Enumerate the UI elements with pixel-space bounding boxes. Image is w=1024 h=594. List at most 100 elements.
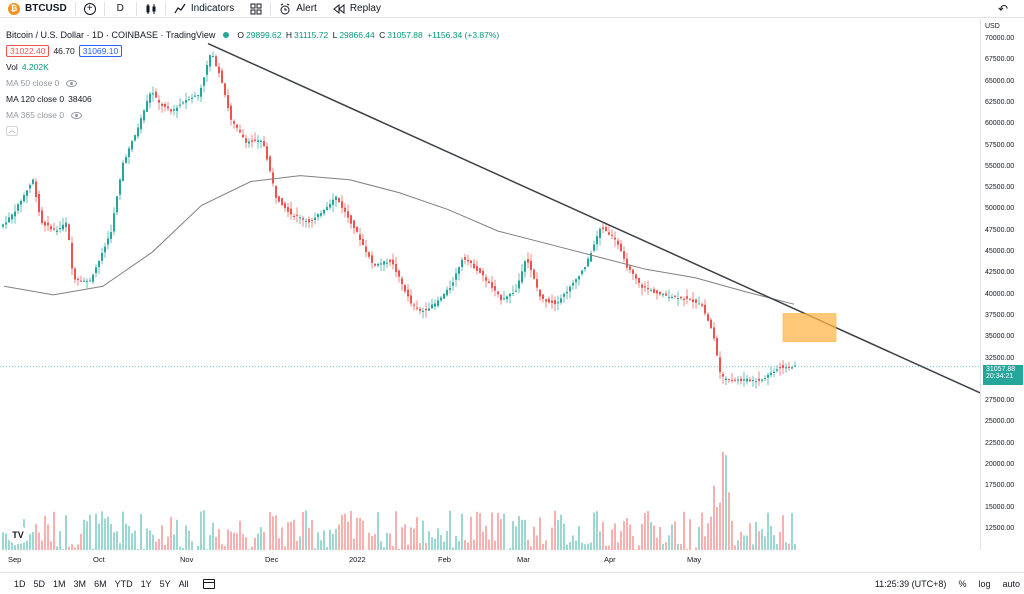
- volume-bar: [689, 519, 691, 550]
- candle-body: [89, 280, 91, 282]
- candle-body: [158, 99, 160, 103]
- candle-body: [311, 220, 313, 222]
- candle-body: [167, 106, 169, 109]
- volume-bar: [485, 525, 487, 550]
- auto-toggle[interactable]: auto: [1002, 579, 1020, 589]
- candle-body: [323, 210, 325, 214]
- volume-bar: [167, 536, 169, 550]
- volume-bar: [26, 540, 28, 550]
- rewind-icon: [333, 3, 345, 14]
- volume-bar: [419, 543, 421, 550]
- volume-legend-row[interactable]: Vol 4.202K: [6, 59, 501, 75]
- clock-label[interactable]: 11:25:39 (UTC+8): [874, 579, 947, 589]
- volume-bar: [272, 516, 274, 550]
- hidden-eye-icon[interactable]: [71, 111, 83, 119]
- candle-body: [191, 97, 193, 100]
- ma50-label: MA 50 close 0: [6, 78, 60, 88]
- volume-bar: [278, 538, 280, 550]
- ma120-legend-row[interactable]: MA 120 close 0 38406: [6, 91, 501, 107]
- range-button[interactable]: All: [178, 578, 189, 589]
- range-button[interactable]: 1Y: [140, 578, 152, 589]
- hidden-eye-icon[interactable]: [66, 79, 78, 87]
- candle-body: [53, 228, 55, 230]
- range-button[interactable]: 1D: [14, 578, 26, 589]
- volume-bar: [56, 546, 58, 550]
- replay-button[interactable]: Replay: [325, 0, 389, 18]
- chart-type-button[interactable]: [137, 0, 165, 18]
- candle-body: [545, 299, 547, 302]
- range-button[interactable]: 1M: [53, 578, 66, 589]
- volume-bar: [308, 527, 310, 550]
- range-button[interactable]: YTD: [114, 578, 133, 589]
- ma365-legend-row[interactable]: MA 365 close 0: [6, 107, 501, 123]
- candle-body: [245, 138, 247, 143]
- candle-body: [356, 226, 358, 232]
- candle-body: [227, 95, 229, 108]
- time-axis[interactable]: Sep Oct Nov Dec 2022 Feb Mar Apr May: [0, 550, 980, 568]
- buy-price[interactable]: 31069.10: [78, 45, 123, 57]
- calendar-icon[interactable]: [202, 578, 215, 589]
- candle-body: [431, 304, 433, 309]
- price-tick: 35000.00: [985, 333, 1015, 341]
- volume-bar: [716, 507, 718, 550]
- candle-body: [605, 227, 607, 232]
- volume-bar: [356, 518, 358, 550]
- candle-body: [707, 314, 709, 321]
- volume-bar: [32, 531, 34, 550]
- indicators-icon: [174, 3, 186, 14]
- volume-bar: [563, 523, 565, 550]
- range-button[interactable]: 3M: [73, 578, 87, 589]
- undo-icon[interactable]: ↶: [997, 2, 1008, 16]
- chevron-up-icon[interactable]: ︿: [6, 126, 18, 136]
- symbol-search-button[interactable]: ₿ BTCUSD: [0, 0, 75, 18]
- price-tick: 20000.00: [985, 461, 1015, 468]
- volume-bar: [248, 549, 250, 550]
- volume-bar: [200, 511, 202, 550]
- candle-body: [317, 214, 319, 218]
- volume-bar: [371, 535, 373, 550]
- volume-bar: [260, 527, 262, 550]
- candle-body: [125, 157, 127, 163]
- candle-body: [548, 298, 550, 303]
- candle-body: [527, 259, 529, 263]
- price-chart[interactable]: [0, 19, 980, 550]
- compare-button[interactable]: +: [76, 0, 104, 18]
- templates-button[interactable]: [242, 0, 270, 18]
- candle-body: [665, 293, 667, 296]
- candle-body: [635, 274, 637, 279]
- price-scale[interactable]: USD 70000.00 67500.00 65000.00 62500.00 6000…: [980, 19, 1024, 550]
- sell-price[interactable]: 31022.40: [6, 45, 50, 57]
- candle-body: [59, 227, 61, 229]
- candle-body: [791, 367, 793, 369]
- candle-body: [497, 291, 499, 295]
- candle-body: [629, 266, 631, 270]
- volume-bar: [401, 527, 403, 550]
- percent-toggle[interactable]: %: [958, 579, 967, 589]
- volume-bar: [452, 547, 454, 550]
- volume-bar: [341, 515, 343, 550]
- volume-bar: [566, 544, 568, 550]
- currency-label[interactable]: USD: [985, 23, 1000, 30]
- volume-bar: [665, 542, 667, 550]
- indicators-button[interactable]: Indicators: [166, 0, 242, 18]
- candle-body: [134, 135, 136, 141]
- status-area: 11:25:39 (UTC+8) % log auto: [875, 573, 1020, 594]
- volume-bar: [29, 533, 31, 550]
- ma120-label: MA 120 close 0: [6, 94, 65, 104]
- tradingview-logo[interactable]: TV: [7, 526, 29, 544]
- interval-button[interactable]: D: [105, 0, 136, 18]
- range-button[interactable]: 5Y: [159, 578, 171, 589]
- legend-collapse-row: ︿: [6, 123, 501, 139]
- alert-button[interactable]: Alert: [271, 0, 325, 18]
- chart-pane[interactable]: [0, 19, 980, 550]
- range-button[interactable]: 6M: [94, 578, 107, 589]
- volume-bar: [497, 512, 499, 550]
- candle-body: [542, 294, 544, 299]
- volume-bar: [458, 541, 460, 550]
- log-toggle[interactable]: log: [978, 579, 991, 589]
- ma50-legend-row[interactable]: MA 50 close 0: [6, 75, 501, 91]
- candle-body: [434, 303, 436, 307]
- volume-bar: [404, 524, 406, 550]
- range-button[interactable]: 5D: [33, 578, 46, 589]
